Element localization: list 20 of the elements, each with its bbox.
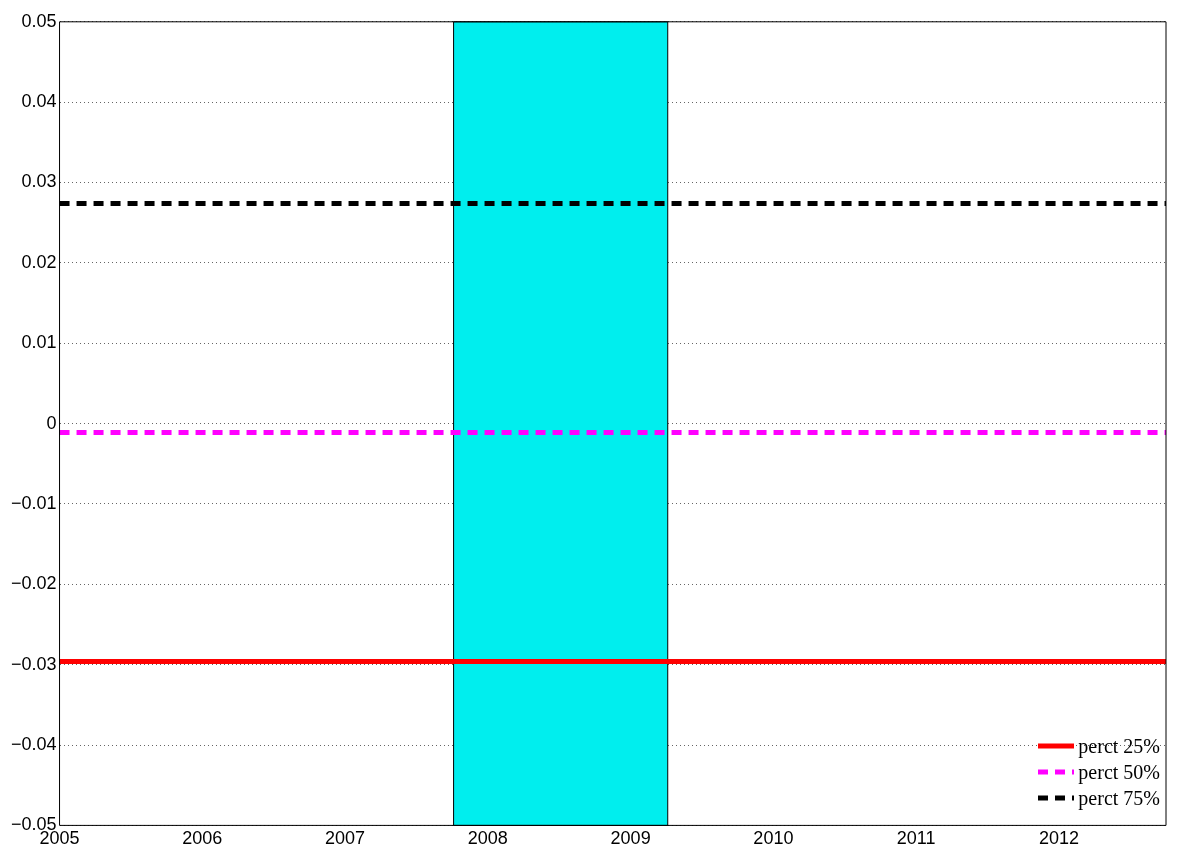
x-tick-label: 2007 [325, 828, 366, 849]
y-tick-label: 0 [46, 412, 57, 433]
legend-label: perct 25% [1078, 734, 1160, 758]
x-tick-label: 2008 [467, 828, 508, 849]
y-tick-label: −0.01 [11, 492, 57, 513]
x-tick-label: 2006 [182, 828, 223, 849]
x-tick-label: 2011 [896, 828, 936, 849]
x-tick-label: 2009 [610, 828, 651, 849]
x-tick-label: 2010 [753, 828, 794, 849]
y-tick-label: 0.04 [21, 91, 57, 112]
y-tick-label: −0.03 [11, 653, 57, 674]
y-tick-label: −0.02 [11, 573, 57, 594]
x-tick-label: 2012 [1038, 828, 1079, 849]
y-tick-label: 0.03 [21, 171, 57, 192]
legend-label: perct 50% [1078, 760, 1160, 784]
y-tick-label: 0.01 [21, 332, 57, 353]
y-tick-label: −0.04 [11, 734, 57, 755]
y-tick-label: 0.05 [21, 10, 57, 31]
y-tick-label: 0.02 [21, 251, 57, 272]
legend-label: perct 75% [1078, 786, 1160, 810]
